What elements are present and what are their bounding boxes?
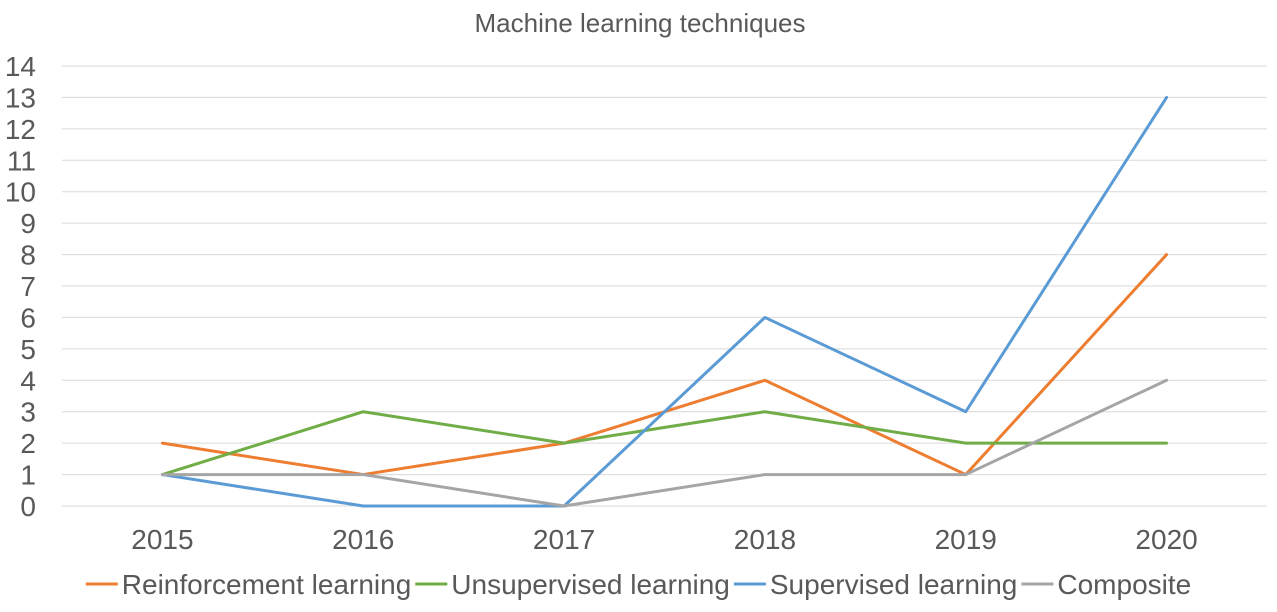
legend: Reinforcement learning Unsupervised learn…	[85, 569, 1191, 600]
x-axis: 2015 2016 2017 2018 2019 2020	[131, 524, 1197, 555]
x-tick-label: 2017	[533, 524, 595, 555]
legend-item: Composite	[1021, 569, 1191, 600]
gridlines	[62, 65, 1267, 507]
y-tick-label: 0	[20, 491, 36, 522]
y-tick-label: 11	[7, 145, 36, 176]
y-tick-label: 1	[20, 460, 36, 491]
series-line-4	[160, 378, 1169, 508]
legend-item: Reinforcement learning	[85, 569, 412, 600]
series-line-1	[160, 253, 1169, 477]
legend-label: Composite	[1057, 569, 1191, 600]
y-tick-label: 6	[20, 302, 36, 333]
x-tick-label: 2019	[935, 524, 997, 555]
legend-item: Unsupervised learning	[415, 569, 730, 600]
y-tick-label: 5	[20, 334, 36, 365]
y-tick-label: 2	[20, 428, 36, 459]
x-tick-label: 2018	[734, 524, 796, 555]
legend-label: Reinforcement learning	[122, 569, 412, 600]
series-line-2	[160, 410, 1169, 477]
legend-label: Unsupervised learning	[451, 569, 730, 600]
legend-label: Supervised learning	[770, 569, 1018, 600]
y-tick-label: 14	[5, 51, 36, 82]
y-tick-label: 12	[5, 114, 36, 145]
x-tick-label: 2016	[332, 524, 394, 555]
y-tick-label: 9	[20, 208, 36, 239]
y-tick-label: 8	[20, 240, 36, 271]
y-tick-label: 7	[20, 271, 36, 302]
y-tick-label: 13	[5, 82, 36, 113]
series-lines	[160, 95, 1169, 508]
x-tick-label: 2020	[1135, 524, 1197, 555]
legend-item: Supervised learning	[733, 569, 1018, 600]
x-tick-label: 2015	[131, 524, 193, 555]
y-tick-label: 4	[20, 365, 36, 396]
y-tick-label: 3	[20, 397, 36, 428]
y-tick-label: 10	[5, 177, 36, 208]
chart-title: Machine learning techniques	[475, 8, 806, 38]
series-line-3	[160, 95, 1169, 508]
